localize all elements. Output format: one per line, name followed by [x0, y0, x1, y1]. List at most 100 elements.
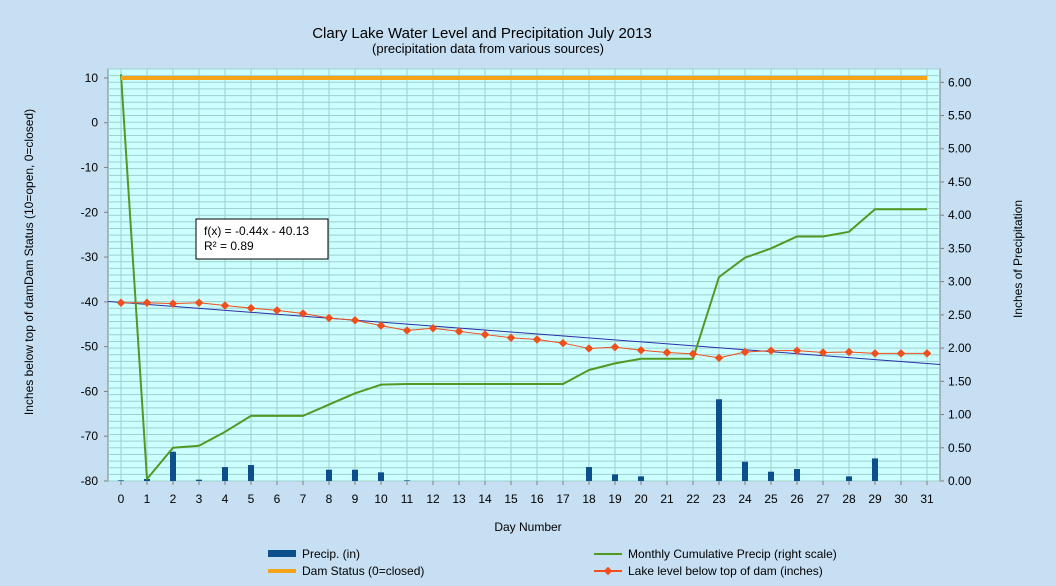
left-tick-label: -40 — [81, 295, 99, 309]
legend-swatch-marker — [603, 566, 613, 576]
lake-level-marker — [402, 326, 412, 335]
x-tick-label: 26 — [790, 492, 804, 506]
lake-level-marker — [428, 324, 438, 333]
lake-level-marker — [584, 344, 594, 353]
lake-level-marker — [480, 330, 490, 339]
left-axis-ticks: 10 0 -10 -20 -30 -40 -50 -60 -70 -80 — [81, 71, 108, 488]
x-tick-label: 6 — [274, 492, 281, 506]
lake-level-marker — [688, 349, 698, 359]
precip-bar — [404, 480, 410, 481]
right-tick-label: 4.00 — [948, 208, 972, 222]
lake-level-marker — [662, 348, 672, 357]
precip-bar — [638, 476, 644, 481]
precip-bar — [326, 469, 332, 481]
lake-level-marker — [220, 301, 230, 310]
left-tick-label: 0 — [91, 116, 98, 130]
lake-level-marker — [636, 345, 646, 355]
chart-title: Clary Lake Water Level and Precipitation… — [312, 25, 652, 42]
cumulative-precip-line — [120, 74, 927, 481]
x-tick-label: 29 — [868, 492, 882, 506]
left-tick-label: -80 — [81, 474, 99, 488]
left-tick-label: -20 — [81, 205, 99, 219]
lake-level-marker — [714, 353, 724, 363]
left-tick-label: 10 — [85, 71, 99, 85]
lake-level-marker — [818, 348, 828, 357]
x-tick-label: 20 — [634, 492, 648, 506]
lake-level-marker — [116, 298, 126, 308]
right-tick-label: 0.00 — [948, 474, 972, 488]
x-tick-label: 11 — [401, 492, 414, 506]
precip-bar — [118, 480, 124, 481]
x-tick-label: 30 — [894, 492, 908, 506]
legend-label: Lake level below top of dam (inches) — [628, 564, 823, 578]
precip-bar — [742, 461, 748, 481]
lake-level-marker — [844, 347, 854, 357]
lake-level-marker — [298, 309, 308, 318]
precip-bar — [794, 469, 800, 481]
right-axis-ticks: 6.00 5.50 5.00 4.50 4.00 3.50 3.00 2.50 2.00 1.50… — [940, 75, 972, 488]
lake-level-marker — [272, 306, 282, 315]
x-tick-label: 19 — [608, 492, 622, 506]
legend-swatch-precip — [268, 550, 296, 557]
right-tick-label: 0.50 — [948, 441, 972, 455]
x-tick-label: 14 — [478, 492, 492, 506]
precip-bar — [872, 458, 878, 481]
precip-bar — [586, 467, 592, 481]
lake-level-line — [121, 302, 927, 359]
x-tick-label: 22 — [686, 492, 700, 506]
x-tick-label: 18 — [582, 492, 596, 506]
lake-level-marker — [376, 321, 386, 330]
right-tick-label: 3.00 — [948, 275, 972, 289]
x-tick-label: 2 — [170, 492, 177, 506]
x-tick-label: 17 — [556, 492, 570, 506]
left-axis-label: Inches below top of damDam Status (10=op… — [22, 109, 36, 415]
x-tick-label: 10 — [374, 492, 388, 506]
right-tick-label: 3.50 — [948, 241, 972, 255]
x-tick-label: 27 — [816, 492, 830, 506]
legend-label: Precip. (in) — [302, 547, 360, 561]
x-tick-label: 16 — [530, 492, 544, 506]
precip-bar — [768, 471, 774, 481]
right-tick-label: 2.50 — [948, 308, 972, 322]
lake-level-marker — [350, 315, 360, 325]
precip-bar — [352, 469, 358, 481]
precip-bars — [118, 399, 878, 481]
x-tick-label: 7 — [300, 492, 307, 506]
lake-level-marker — [740, 347, 750, 357]
x-tick-label: 13 — [452, 492, 466, 506]
x-tick-label: 1 — [144, 492, 151, 506]
right-tick-label: 5.50 — [948, 109, 972, 123]
x-tick-label: 21 — [660, 492, 674, 506]
x-tick-label: 23 — [712, 492, 726, 506]
right-tick-label: 1.50 — [948, 374, 972, 388]
precip-bar — [612, 474, 618, 481]
lake-level-marker — [610, 342, 620, 352]
lake-level-marker — [142, 298, 152, 308]
x-tick-label: 3 — [196, 492, 203, 506]
lake-level-marker — [194, 298, 204, 308]
precip-bar — [170, 451, 176, 481]
precip-bar — [222, 467, 228, 481]
left-tick-label: -10 — [81, 161, 99, 175]
right-axis-label: Inches of Precipitation — [1011, 200, 1025, 318]
left-tick-label: -30 — [81, 250, 99, 264]
right-tick-label: 5.00 — [948, 142, 972, 156]
legend: Precip. (in) Monthly Cumulative Precip (r… — [268, 547, 837, 578]
lake-level-marker — [766, 346, 776, 355]
trend-line — [107, 300, 941, 366]
left-tick-label: -70 — [81, 429, 99, 443]
lake-level-marker — [532, 335, 542, 344]
left-tick-label: -60 — [81, 384, 99, 398]
lake-level-marker — [246, 303, 256, 313]
lake-level-marker — [896, 349, 906, 358]
lake-level-marker — [324, 313, 334, 323]
x-axis-ticks: 0 1 2 3 4 5 6 7 8 9 10 11 12 13 14 15 16 17 18 19 20 21 22 23 24… — [118, 481, 934, 506]
lake-level-marker — [168, 299, 178, 308]
x-tick-label: 25 — [764, 492, 778, 506]
precip-bar — [196, 479, 202, 481]
lake-level-marker — [558, 338, 568, 348]
series-lines — [107, 74, 941, 481]
right-tick-label: 1.00 — [948, 408, 972, 422]
x-tick-label: 4 — [222, 492, 229, 506]
